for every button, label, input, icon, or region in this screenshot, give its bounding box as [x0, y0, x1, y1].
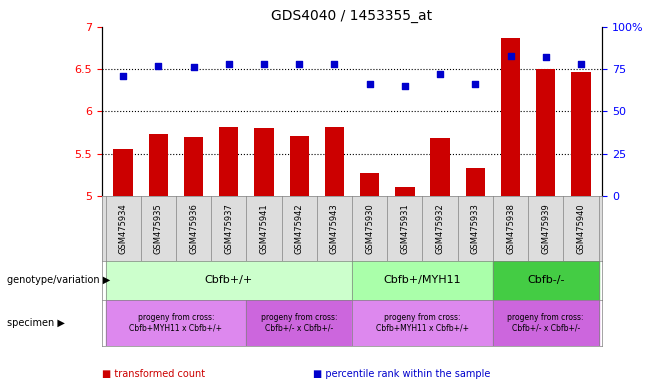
Bar	[105, 300, 246, 346]
Point	[294, 61, 305, 67]
Bar	[395, 187, 415, 196]
Bar	[352, 300, 493, 346]
Text: GSM475937: GSM475937	[224, 203, 234, 254]
Text: GSM475931: GSM475931	[400, 203, 409, 254]
Point	[540, 54, 551, 60]
Bar	[325, 127, 344, 196]
Text: GSM475943: GSM475943	[330, 203, 339, 254]
Point	[118, 73, 128, 79]
Text: ■ transformed count: ■ transformed count	[102, 369, 205, 379]
Bar	[113, 149, 133, 196]
Bar	[430, 138, 450, 196]
Text: progeny from cross:
Cbfb+/- x Cbfb+/-: progeny from cross: Cbfb+/- x Cbfb+/-	[261, 313, 338, 332]
Bar	[501, 38, 520, 196]
Bar	[352, 261, 493, 300]
Text: GSM475936: GSM475936	[189, 203, 198, 254]
Point	[435, 71, 445, 77]
Text: GSM475930: GSM475930	[365, 203, 374, 254]
Text: GSM475941: GSM475941	[259, 203, 268, 254]
Text: GSM475940: GSM475940	[576, 203, 586, 254]
Bar	[105, 261, 352, 300]
Bar	[149, 134, 168, 196]
Text: progeny from cross:
Cbfb+MYH11 x Cbfb+/+: progeny from cross: Cbfb+MYH11 x Cbfb+/+	[130, 313, 222, 332]
Text: progeny from cross:
Cbfb+MYH11 x Cbfb+/+: progeny from cross: Cbfb+MYH11 x Cbfb+/+	[376, 313, 469, 332]
Point	[399, 83, 410, 89]
Point	[224, 61, 234, 67]
Bar	[246, 300, 352, 346]
Text: GSM475934: GSM475934	[118, 203, 128, 254]
Point	[576, 61, 586, 67]
Text: GSM475938: GSM475938	[506, 203, 515, 254]
Bar	[493, 261, 599, 300]
Bar	[360, 173, 379, 196]
Text: genotype/variation ▶: genotype/variation ▶	[7, 275, 110, 285]
Point	[259, 61, 269, 67]
Text: Cbfb+/+: Cbfb+/+	[205, 275, 253, 285]
Bar	[493, 300, 599, 346]
Text: GSM475935: GSM475935	[154, 203, 163, 254]
Bar	[536, 69, 555, 196]
Text: ■ percentile rank within the sample: ■ percentile rank within the sample	[313, 369, 490, 379]
Point	[188, 65, 199, 71]
Point	[470, 81, 480, 88]
Title: GDS4040 / 1453355_at: GDS4040 / 1453355_at	[272, 9, 432, 23]
Text: Cbfb+/MYH11: Cbfb+/MYH11	[384, 275, 461, 285]
Bar	[571, 72, 591, 196]
Point	[505, 53, 516, 59]
Point	[329, 61, 340, 67]
Point	[153, 63, 164, 69]
Bar	[219, 127, 238, 196]
Text: GSM475939: GSM475939	[542, 203, 550, 254]
Bar	[290, 136, 309, 196]
Bar	[184, 137, 203, 196]
Bar	[466, 168, 485, 196]
Text: Cbfb-/-: Cbfb-/-	[527, 275, 565, 285]
Text: GSM475942: GSM475942	[295, 203, 304, 254]
Text: specimen ▶: specimen ▶	[7, 318, 64, 328]
Text: GSM475932: GSM475932	[436, 203, 445, 254]
Bar	[254, 128, 274, 196]
Text: GSM475933: GSM475933	[470, 203, 480, 254]
Text: progeny from cross:
Cbfb+/- x Cbfb+/-: progeny from cross: Cbfb+/- x Cbfb+/-	[507, 313, 584, 332]
Point	[365, 81, 375, 88]
